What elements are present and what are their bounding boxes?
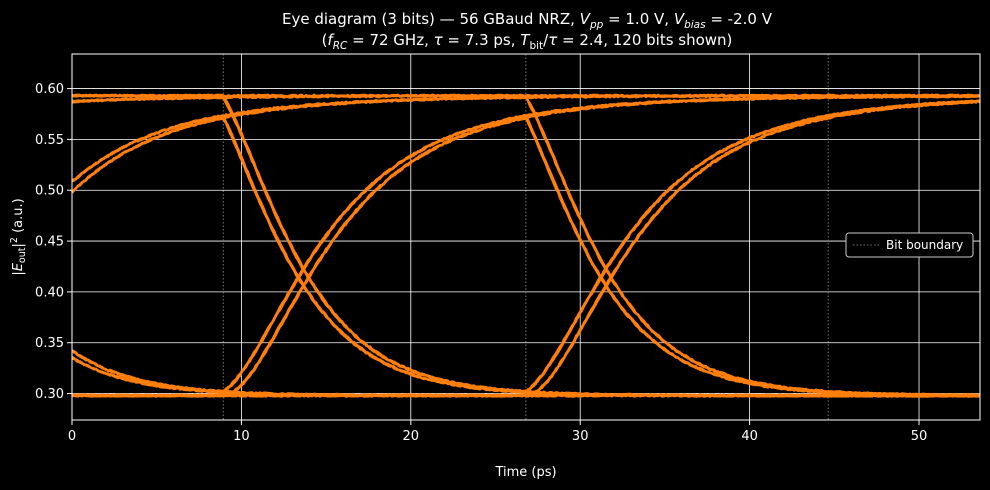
legend-label-bit-boundary: Bit boundary [886,238,963,252]
x-tick-label: 10 [233,429,250,444]
x-tick-label: 0 [68,429,76,444]
x-tick-label: 40 [741,429,758,444]
y-tick-label: 0.35 [35,336,64,351]
x-tick-label: 20 [403,429,420,444]
y-tick-label: 0.45 [35,235,64,250]
x-axis-label: Time (ps) [494,465,556,480]
x-axis-ticks: 0 10 20 30 40 50 [68,420,927,444]
eye-trace [71,93,981,183]
plot-frame [71,53,981,421]
eye-trace [71,93,981,98]
y-tick-label: 0.30 [35,387,64,402]
eye-traces [71,93,981,398]
y-axis-label: |Eout|2 (a.u.) [9,198,28,275]
eye-trace [71,94,981,394]
chart-title-line-2: (fRC = 72 GHz, τ = 7.3 ps, Tbit/τ = 2.4,… [322,31,733,52]
x-tick-label: 30 [572,429,589,444]
legend-box [845,232,974,258]
x-tick-label: 50 [911,429,928,444]
chart-title-line-1: Eye diagram (3 bits) — 56 GBaud NRZ, Vpp… [282,10,773,31]
y-tick-label: 0.55 [35,133,64,148]
y-axis-ticks: 0.30 0.35 0.40 0.45 0.50 0.55 0.60 [35,82,72,402]
y-tick-label: 0.60 [35,82,64,97]
legend: Bit boundary [845,232,974,258]
y-tick-label: 0.50 [35,184,64,199]
y-tick-label: 0.40 [35,285,64,300]
